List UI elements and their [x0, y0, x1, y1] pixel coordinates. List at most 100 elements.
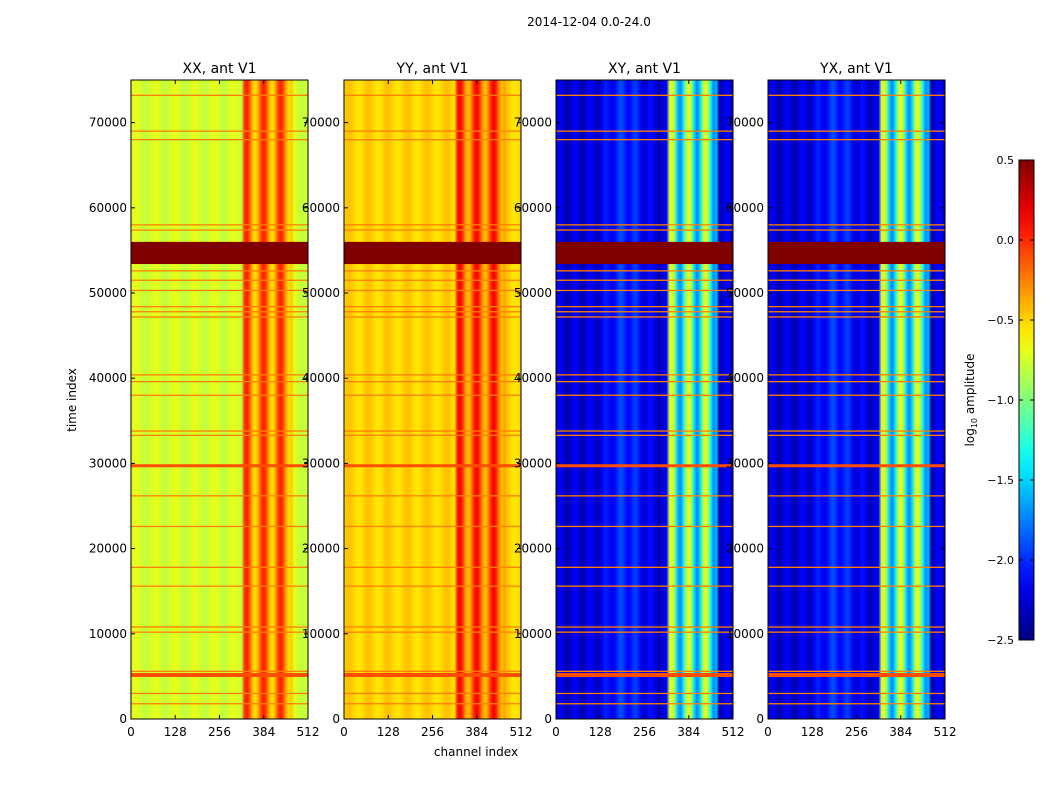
flag-block — [131, 241, 308, 265]
y-tick-label: 20000 — [726, 542, 764, 556]
flag-row — [131, 585, 308, 587]
flag-row — [768, 130, 945, 132]
y-tick-label: 60000 — [726, 201, 764, 215]
panel-2: XY, ant V1 0 128 256 384 512 0 10000 20000 30000 4… — [514, 61, 745, 739]
figure-suptitle: 2014-12-04 0.0-24.0 — [527, 15, 651, 29]
flag-row — [344, 306, 521, 308]
flag-row — [344, 434, 521, 436]
flag-row — [131, 434, 308, 436]
heatmap-image — [768, 80, 945, 719]
y-tick-label: 50000 — [514, 286, 552, 300]
flag-row — [131, 279, 308, 281]
flag-row — [768, 703, 945, 705]
y-tick-label: 30000 — [302, 456, 340, 470]
flag-row — [131, 289, 308, 292]
flag-row — [768, 495, 945, 497]
y-tick-label: 70000 — [726, 116, 764, 130]
flag-row — [131, 495, 308, 497]
flag-row — [556, 289, 733, 292]
y-tick-label: 50000 — [89, 286, 127, 300]
flag-row — [131, 525, 308, 528]
flag-row — [344, 566, 521, 568]
panel-title: YY, ant V1 — [396, 61, 469, 77]
x-tick-label: 128 — [164, 725, 187, 739]
panels-group: XX, ant V1 0 128 256 384 512 0 10000 20000 30000 4… — [89, 61, 957, 739]
panel-title: XX, ant V1 — [183, 61, 257, 77]
x-tick-label: 384 — [465, 725, 488, 739]
flag-row — [768, 270, 945, 272]
y-tick-label: 50000 — [726, 286, 764, 300]
flag-row — [131, 316, 308, 318]
flag-block — [131, 672, 308, 677]
flag-row — [556, 229, 733, 231]
flag-row — [768, 525, 945, 528]
flag-row — [344, 316, 521, 318]
flag-row — [768, 394, 945, 396]
y-tick-label: 70000 — [89, 116, 127, 130]
x-tick-label: 384 — [889, 725, 912, 739]
flag-row — [556, 374, 733, 376]
flag-row — [556, 316, 733, 318]
flag-row — [131, 566, 308, 568]
flag-row — [768, 670, 945, 672]
flag-row — [768, 430, 945, 432]
colorbar-tick-label: 0.5 — [997, 154, 1015, 167]
flag-row — [556, 224, 733, 226]
flag-row — [131, 703, 308, 705]
y-tick-label: 40000 — [302, 371, 340, 385]
flag-row — [768, 229, 945, 231]
flag-row — [556, 525, 733, 528]
x-tick-label: 384 — [252, 725, 275, 739]
x-tick-label: 0 — [552, 725, 560, 739]
flag-block — [131, 464, 308, 468]
x-tick-label: 512 — [297, 725, 320, 739]
flag-row — [556, 566, 733, 568]
x-tick-label: 0 — [127, 725, 135, 739]
flag-row — [556, 430, 733, 432]
y-tick-label: 0 — [119, 712, 127, 726]
flag-row — [131, 139, 308, 141]
flag-row — [556, 434, 733, 436]
flag-row — [344, 279, 521, 281]
x-tick-label: 256 — [421, 725, 444, 739]
flag-row — [768, 94, 945, 96]
y-tick-label: 0 — [544, 712, 552, 726]
flag-row — [344, 394, 521, 396]
flag-row — [768, 374, 945, 376]
x-tick-label: 0 — [340, 725, 348, 739]
flag-row — [344, 631, 521, 633]
flag-row — [556, 394, 733, 396]
flag-row — [344, 692, 521, 695]
y-tick-label: 10000 — [726, 627, 764, 641]
y-tick-label: 0 — [332, 712, 340, 726]
flag-row — [344, 381, 521, 383]
flag-row — [556, 311, 733, 313]
flag-row — [768, 139, 945, 141]
y-tick-label: 0 — [756, 712, 764, 726]
flag-row — [344, 525, 521, 528]
x-tick-label: 512 — [722, 725, 745, 739]
y-tick-label: 60000 — [89, 201, 127, 215]
y-axis-label: time index — [65, 368, 79, 432]
y-tick-label: 60000 — [514, 201, 552, 215]
flag-row — [768, 566, 945, 568]
y-tick-label: 30000 — [726, 456, 764, 470]
flag-row — [131, 94, 308, 96]
y-tick-label: 10000 — [514, 627, 552, 641]
flag-row — [768, 306, 945, 308]
flag-row — [131, 306, 308, 308]
flag-row — [768, 626, 945, 628]
heatmap-image — [556, 80, 733, 719]
flag-row — [344, 585, 521, 587]
colorbar-tick-label: −2.0 — [987, 554, 1014, 567]
flag-row — [344, 311, 521, 313]
flag-row — [768, 279, 945, 281]
x-tick-label: 128 — [377, 725, 400, 739]
flag-row — [344, 289, 521, 292]
colorbar: 0.5 0.0 −0.5 −1.0 −1.5 −2.0 −2.5 log10 amplitud… — [963, 154, 1035, 647]
flag-row — [556, 631, 733, 633]
flag-row — [556, 139, 733, 141]
flag-row — [768, 631, 945, 633]
panel-title: YX, ant V1 — [819, 61, 893, 77]
